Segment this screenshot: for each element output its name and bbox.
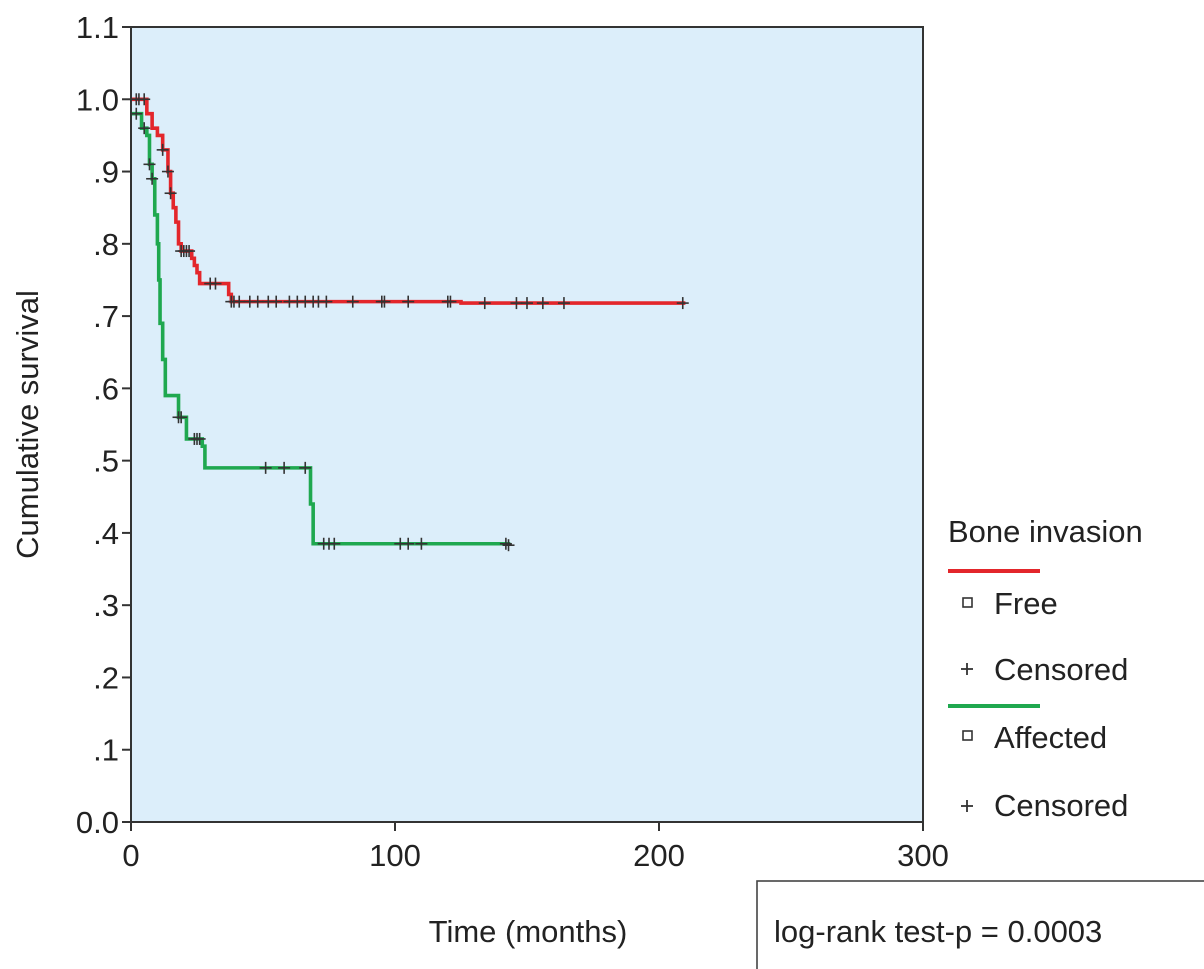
censor-mark xyxy=(521,297,533,310)
axes-layer: 0.0 .1 .2 .3 .4 .5 .6 .7 .8 .9 1.0 1.1 0 100 200 300 xyxy=(76,10,949,873)
censor-mark xyxy=(510,297,523,310)
censor-mark xyxy=(175,411,188,424)
censor-mark xyxy=(156,143,169,156)
x-tick-label: 300 xyxy=(897,838,949,873)
censor-mark xyxy=(233,295,246,308)
censor-mark xyxy=(164,187,177,200)
y-tick-label: .7 xyxy=(93,299,119,334)
y-tick-label: .2 xyxy=(93,660,119,695)
censor-mark xyxy=(259,461,272,474)
p-value-frame xyxy=(756,880,1204,969)
censor-marks-affected xyxy=(130,107,515,552)
y-tick-label: .3 xyxy=(93,588,119,623)
censor-mark xyxy=(415,537,428,550)
censor-mark xyxy=(270,295,283,308)
censor-mark xyxy=(402,537,415,550)
censor-mark xyxy=(346,295,359,308)
y-tick-label: .5 xyxy=(93,444,119,479)
plot-background xyxy=(131,27,923,822)
x-tick-label: 0 xyxy=(122,838,139,873)
censor-mark xyxy=(146,172,159,185)
p-value-text: log-rank test-p = 0.0003 xyxy=(774,914,1102,949)
plot-frame xyxy=(130,26,924,823)
x-tick-label: 100 xyxy=(369,838,421,873)
censor-mark xyxy=(557,297,570,310)
x-tick-label: 200 xyxy=(633,838,685,873)
censor-mark xyxy=(183,245,196,258)
censor-mark xyxy=(378,295,391,308)
censor-mark xyxy=(328,537,341,550)
censor-mark xyxy=(209,277,222,290)
censor-mark xyxy=(278,461,291,474)
censor-mark xyxy=(138,93,151,106)
censor-mark xyxy=(143,158,156,171)
censor-mark xyxy=(138,122,151,135)
censor-mark xyxy=(130,107,143,120)
y-tick-label: .6 xyxy=(93,371,119,406)
series-layer xyxy=(130,93,689,552)
legend-affected-censored-label: Censored xyxy=(994,788,1128,823)
y-tick-label: .8 xyxy=(93,227,119,262)
y-tick-label: .4 xyxy=(93,516,119,551)
x-axis-title: Time (months) xyxy=(429,914,628,949)
legend-free-marker xyxy=(962,597,973,608)
legend-free-censored-label: Censored xyxy=(994,652,1128,687)
legend-affected-censor-marker xyxy=(961,800,973,812)
y-tick-label: 0.0 xyxy=(76,805,119,840)
censor-marks-free xyxy=(130,93,689,310)
y-tick-label: 1.1 xyxy=(76,10,119,45)
censor-mark xyxy=(478,297,491,310)
censor-mark xyxy=(320,295,333,308)
censor-mark xyxy=(499,537,512,550)
series-line-free xyxy=(131,97,686,305)
censor-mark xyxy=(161,165,174,178)
censor-mark xyxy=(444,295,457,308)
legend-affected-marker xyxy=(962,730,973,741)
p-value-box: log-rank test-p = 0.0003 xyxy=(756,880,1204,969)
censor-mark xyxy=(536,297,549,310)
y-axis-title: Cumulative survival xyxy=(10,290,45,559)
legend-free-label: Free xyxy=(994,586,1058,621)
legend-affected-label: Affected xyxy=(994,720,1107,755)
censor-mark xyxy=(299,461,312,474)
y-tick-label: 1.0 xyxy=(76,82,119,117)
legend: Bone invasion Free Censored Affected Cen… xyxy=(948,514,1143,823)
legend-free-censor-marker xyxy=(961,663,973,675)
censor-mark xyxy=(251,295,264,308)
legend-title: Bone invasion xyxy=(948,514,1143,549)
censor-mark xyxy=(676,297,689,310)
censor-mark xyxy=(502,539,515,552)
y-tick-label: .9 xyxy=(93,155,119,190)
y-tick-label: .1 xyxy=(93,733,119,768)
censor-mark xyxy=(193,432,206,445)
censor-mark xyxy=(402,295,415,308)
